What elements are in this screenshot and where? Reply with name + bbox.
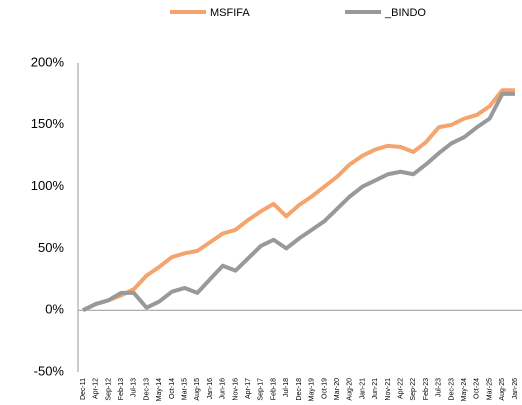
legend-label: _BINDO [384, 7, 426, 19]
x-tick-label: Aug-20 [347, 378, 354, 401]
y-tick-label: 50% [38, 240, 64, 255]
x-tick-label: Oct-19 [321, 378, 328, 399]
x-tick-label: Apr-22 [397, 378, 404, 399]
y-tick-label: 150% [31, 116, 65, 131]
y-tick-label: -50% [34, 363, 65, 378]
x-tick-label: Feb-18 [270, 378, 277, 400]
x-tick-label: Mar-15 [181, 378, 188, 400]
x-tick-label: May-14 [156, 378, 163, 401]
x-tick-label: Dec-11 [80, 378, 87, 400]
y-tick-label: 100% [31, 178, 65, 193]
y-tick-label: 0% [45, 302, 64, 317]
x-tick-label: Oct-24 [474, 378, 481, 399]
series-line [82, 88, 515, 312]
x-tick-label: Mar-20 [334, 378, 341, 400]
x-tick-label: Jan-16 [207, 378, 214, 400]
y-tick-label: 200% [31, 54, 65, 69]
legend-label: MSFIFA [210, 7, 250, 19]
x-tick-label: Dec-23 [448, 378, 455, 401]
x-tick-label: Jul-23 [436, 378, 443, 397]
x-tick-label: Jun-21 [372, 378, 379, 400]
series-line [82, 91, 515, 312]
x-tick-label: Sep-12 [105, 378, 112, 401]
x-tick-label: Dec-18 [296, 378, 303, 401]
x-tick-label: Oct-14 [169, 378, 176, 399]
x-tick-label: Mar-25 [486, 378, 493, 400]
x-tick-label: Aug-25 [499, 378, 506, 401]
x-tick-label: Apr-12 [93, 378, 100, 399]
x-tick-label: Sep-22 [410, 378, 417, 401]
x-tick-label: Feb-23 [423, 378, 430, 400]
x-tick-label: Jul-18 [283, 378, 290, 397]
x-tick-label: May-24 [461, 378, 468, 401]
x-tick-label: Feb-13 [118, 378, 125, 400]
x-tick-label: Dec-13 [143, 378, 150, 401]
x-tick-label: Nov-16 [232, 378, 239, 401]
x-tick-label: Nov-21 [385, 378, 392, 401]
x-tick-label: Aug-15 [194, 378, 201, 401]
x-tick-label: Sep-17 [258, 378, 265, 401]
x-tick-label: Jul-13 [131, 378, 138, 397]
x-tick-label: Apr-17 [245, 378, 252, 399]
x-tick-label: Jan-21 [359, 378, 366, 400]
x-tick-label: Jan-26 [512, 378, 519, 400]
x-tick-label: Jun-16 [220, 378, 227, 400]
x-tick-label: May-19 [309, 378, 316, 401]
